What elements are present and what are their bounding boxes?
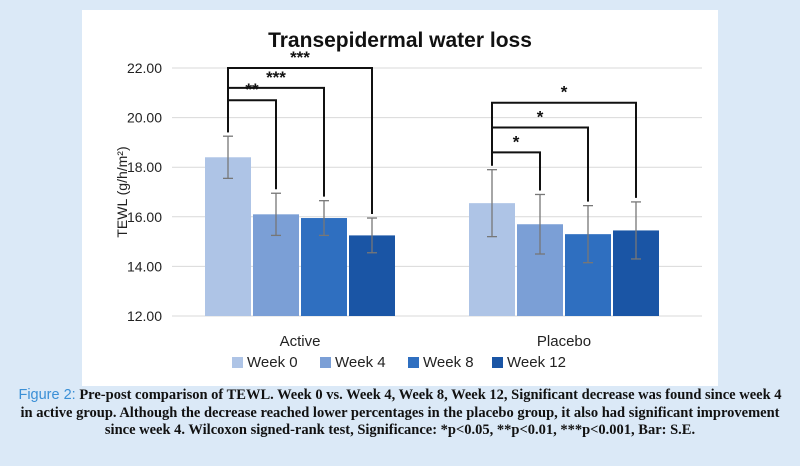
y-tick-label-4: 20.00	[127, 110, 162, 126]
category-label-placebo: Placebo	[537, 333, 591, 350]
y-tick-label-2: 16.00	[127, 209, 162, 225]
legend-label-2: Week 8	[423, 354, 474, 371]
legend-label-0: Week 0	[247, 354, 298, 371]
legend-swatch-3	[492, 357, 503, 368]
significance-label-4: *	[537, 108, 544, 127]
bar-active-week-0	[205, 157, 251, 316]
significance-bracket-3	[491, 151, 541, 191]
tewl-bar-chart: Transepidermal water loss 12.00 14.00 16.00…	[114, 29, 702, 371]
y-tick-label-0: 12.00	[127, 308, 162, 324]
chart-title: Transepidermal water loss	[268, 29, 532, 52]
significance-label-0: **	[245, 80, 259, 99]
significance-bracket-5	[491, 101, 637, 198]
category-label-active: Active	[280, 333, 321, 350]
figure-caption: Figure 2: Pre-post comparison of TEWL. W…	[14, 387, 786, 440]
caption-label: Figure 2:	[18, 387, 76, 403]
significance-label-1: ***	[266, 68, 286, 87]
legend-swatch-0	[232, 357, 243, 368]
caption-text: Pre-post comparison of TEWL. Week 0 vs. …	[20, 387, 782, 438]
y-tick-label-1: 14.00	[127, 258, 162, 274]
legend-label-1: Week 4	[335, 354, 386, 371]
significance-label-3: *	[513, 132, 520, 151]
legend-label-3: Week 12	[507, 354, 566, 371]
legend-swatch-2	[408, 357, 419, 368]
significance-bracket-2	[227, 67, 373, 215]
significance-label-5: *	[561, 83, 568, 102]
legend-swatch-1	[320, 357, 331, 368]
significance-label-2: ***	[290, 48, 310, 67]
y-tick-label-3: 18.00	[127, 159, 162, 175]
y-tick-label-5: 22.00	[127, 60, 162, 76]
chart-panel: Transepidermal water loss 12.00 14.00 16.00…	[82, 10, 718, 386]
y-axis-label: TEWL (g/h/m²)	[114, 146, 130, 237]
